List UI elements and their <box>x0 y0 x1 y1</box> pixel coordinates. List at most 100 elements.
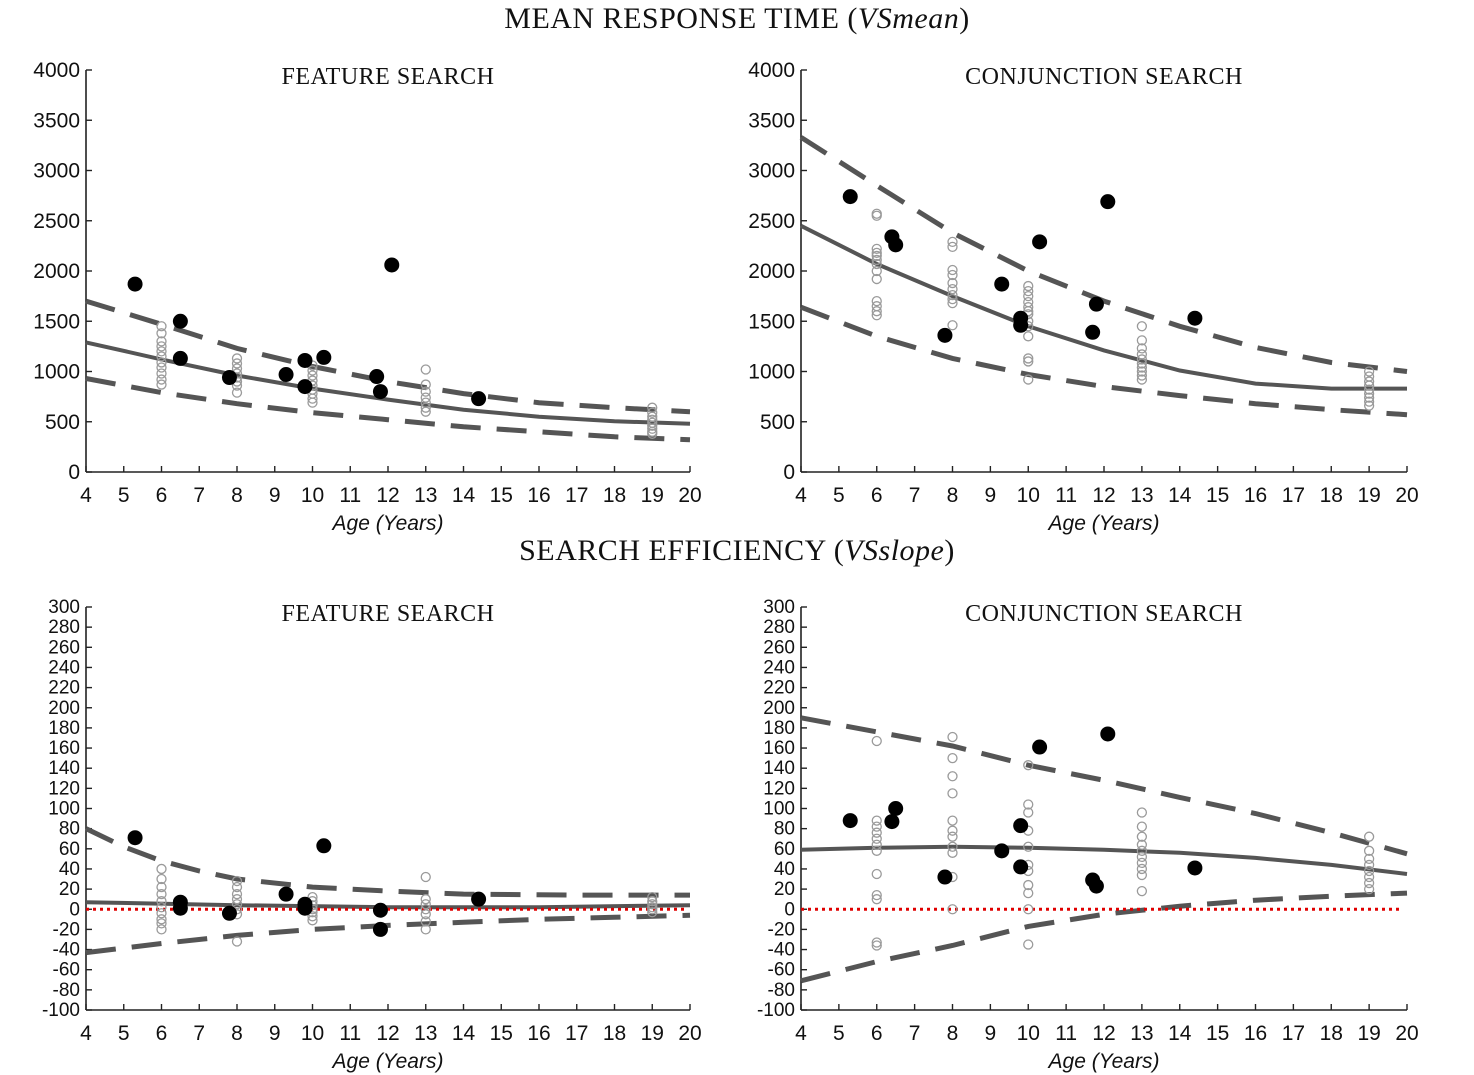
control-point <box>1023 939 1034 950</box>
patient-point <box>127 276 143 292</box>
control-point <box>871 868 882 880</box>
patient-point <box>471 391 487 407</box>
patient-point <box>1085 324 1101 340</box>
control-point <box>1136 370 1148 381</box>
patient-point <box>1013 859 1029 875</box>
control-point <box>947 269 958 281</box>
patient-point <box>316 838 332 854</box>
y-tick-label: 3000 <box>748 160 795 183</box>
control-point <box>420 894 431 905</box>
x-axis-label: Age (Years) <box>331 1050 444 1073</box>
patient-point <box>1088 878 1104 894</box>
x-tick-label: 20 <box>1395 1022 1418 1045</box>
control-point <box>1363 366 1375 377</box>
y-tick-label: 160 <box>763 738 795 759</box>
y-tick-label: 500 <box>760 411 795 434</box>
x-tick-label: 14 <box>452 1022 476 1045</box>
x-tick-label: 14 <box>1168 1022 1192 1045</box>
control-point <box>420 406 431 417</box>
patient-point <box>278 886 294 902</box>
x-tick-label: 7 <box>909 1022 921 1045</box>
x-tick-label: 12 <box>1092 1022 1115 1045</box>
y-tick-label: 100 <box>763 799 795 820</box>
x-tick-label: 8 <box>231 484 243 507</box>
x-tick-label: 4 <box>795 1022 807 1045</box>
control-point <box>156 362 167 373</box>
y-tick-label: 220 <box>763 678 795 699</box>
x-tick-label: 16 <box>527 1022 550 1045</box>
y-tick-label: 300 <box>48 597 80 618</box>
control-point <box>1023 356 1034 367</box>
control-point <box>871 254 882 266</box>
control-point <box>156 888 167 900</box>
x-tick-label: 6 <box>156 484 168 507</box>
control-point <box>231 888 243 900</box>
x-tick-label: 13 <box>1130 484 1153 507</box>
patient-point <box>1100 194 1116 210</box>
control-point <box>1363 871 1375 883</box>
x-tick-label: 7 <box>193 484 205 507</box>
y-tick-label: -20 <box>53 919 80 940</box>
x-tick-label: 5 <box>118 484 130 507</box>
y-tick-label: 260 <box>763 637 795 658</box>
control-point <box>647 907 658 918</box>
control-point <box>647 896 658 907</box>
x-tick-label: 16 <box>1244 1022 1267 1045</box>
control-point <box>871 827 882 838</box>
control-point <box>1136 857 1148 869</box>
control-point <box>947 236 958 248</box>
confidence-bound-line <box>85 298 691 415</box>
section-title-mean-rt: MEAN RESPONSE TIME (VSmean) <box>0 2 1474 36</box>
control-point <box>1136 335 1148 346</box>
y-tick-label: 2500 <box>33 210 80 233</box>
control-point <box>1363 877 1375 889</box>
section-title-end: ) <box>944 534 955 567</box>
chart-panel-3: 4 5 6 7 8 9 10 11 12 13 14 15 16 17 18 19 20 -100-80-60-4… <box>757 597 1419 1073</box>
x-tick-label: 4 <box>795 484 807 507</box>
control-point <box>947 815 958 826</box>
x-axis-label: Age (Years) <box>1047 512 1160 535</box>
control-point <box>947 831 958 842</box>
patient-point <box>297 900 313 916</box>
x-tick-label: 9 <box>269 1022 281 1045</box>
control-point <box>156 379 167 390</box>
patient-point <box>221 905 237 921</box>
control-point <box>1136 851 1148 863</box>
control-point <box>1023 374 1034 385</box>
control-point <box>307 365 318 376</box>
y-tick-label: -40 <box>768 940 795 961</box>
control-point <box>1023 353 1034 364</box>
x-tick-label: 14 <box>1168 484 1192 507</box>
control-point <box>871 845 882 856</box>
section-title-italic: VSmean <box>857 2 960 35</box>
patient-point <box>127 830 143 846</box>
x-tick-label: 4 <box>80 1022 92 1045</box>
patient-point <box>937 869 953 885</box>
y-tick-label: -80 <box>53 980 80 1001</box>
control-point <box>1363 883 1375 895</box>
y-tick-label: 500 <box>45 411 80 434</box>
control-point <box>871 265 882 277</box>
control-point <box>156 918 167 929</box>
x-tick-label: 18 <box>603 484 626 507</box>
control-point <box>1023 290 1034 302</box>
y-tick-label: 0 <box>68 461 80 484</box>
section-title-main: MEAN RESPONSE TIME ( <box>504 2 858 35</box>
control-point <box>231 387 243 398</box>
y-tick-label: 80 <box>59 819 80 840</box>
control-point <box>1363 865 1375 877</box>
y-tick-label: 60 <box>774 839 795 860</box>
control-point <box>156 346 167 357</box>
control-point <box>1363 384 1375 395</box>
control-point <box>231 894 243 905</box>
patient-point <box>888 237 904 253</box>
x-axis-label: Age (Years) <box>331 512 444 535</box>
patient-point <box>372 384 388 400</box>
y-tick-label: -60 <box>53 960 80 981</box>
control-point <box>420 392 431 403</box>
patient-point <box>316 349 332 365</box>
control-point <box>1136 869 1148 881</box>
panel-title: FEATURE SEARCH <box>281 601 494 627</box>
control-point <box>156 368 167 379</box>
